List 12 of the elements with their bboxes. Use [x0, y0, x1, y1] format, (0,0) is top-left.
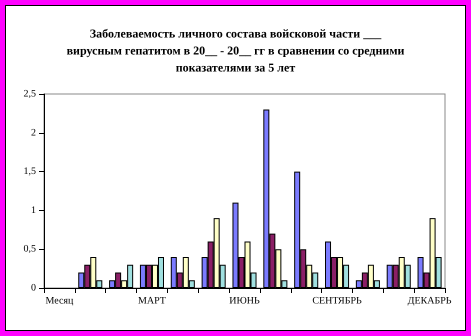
x-tick-label: Месяц	[46, 296, 74, 306]
y-tick-label: 0	[31, 282, 36, 294]
y-tick-label: 0,5	[24, 244, 36, 255]
y-tick-label: 2,5	[24, 88, 36, 100]
x-tick-label: СЕНТЯБРЬ	[312, 296, 362, 306]
x-tick-label: ДЕКАБРЬ	[408, 296, 452, 306]
x-tick-label: ИЮНЬ	[229, 296, 260, 306]
chart-title: Заболеваемость личного состава войсковой части ___ вирусным гепатитом в 20__ - 20__ гг в сравнении со средними показателями за 5 лет	[66, 26, 404, 74]
x-tick-label: МАРТ	[138, 296, 166, 306]
y-tick-label: 1	[31, 204, 36, 216]
y-tick-label: 1,5	[24, 166, 36, 178]
y-tick-label: 2	[31, 127, 36, 138]
